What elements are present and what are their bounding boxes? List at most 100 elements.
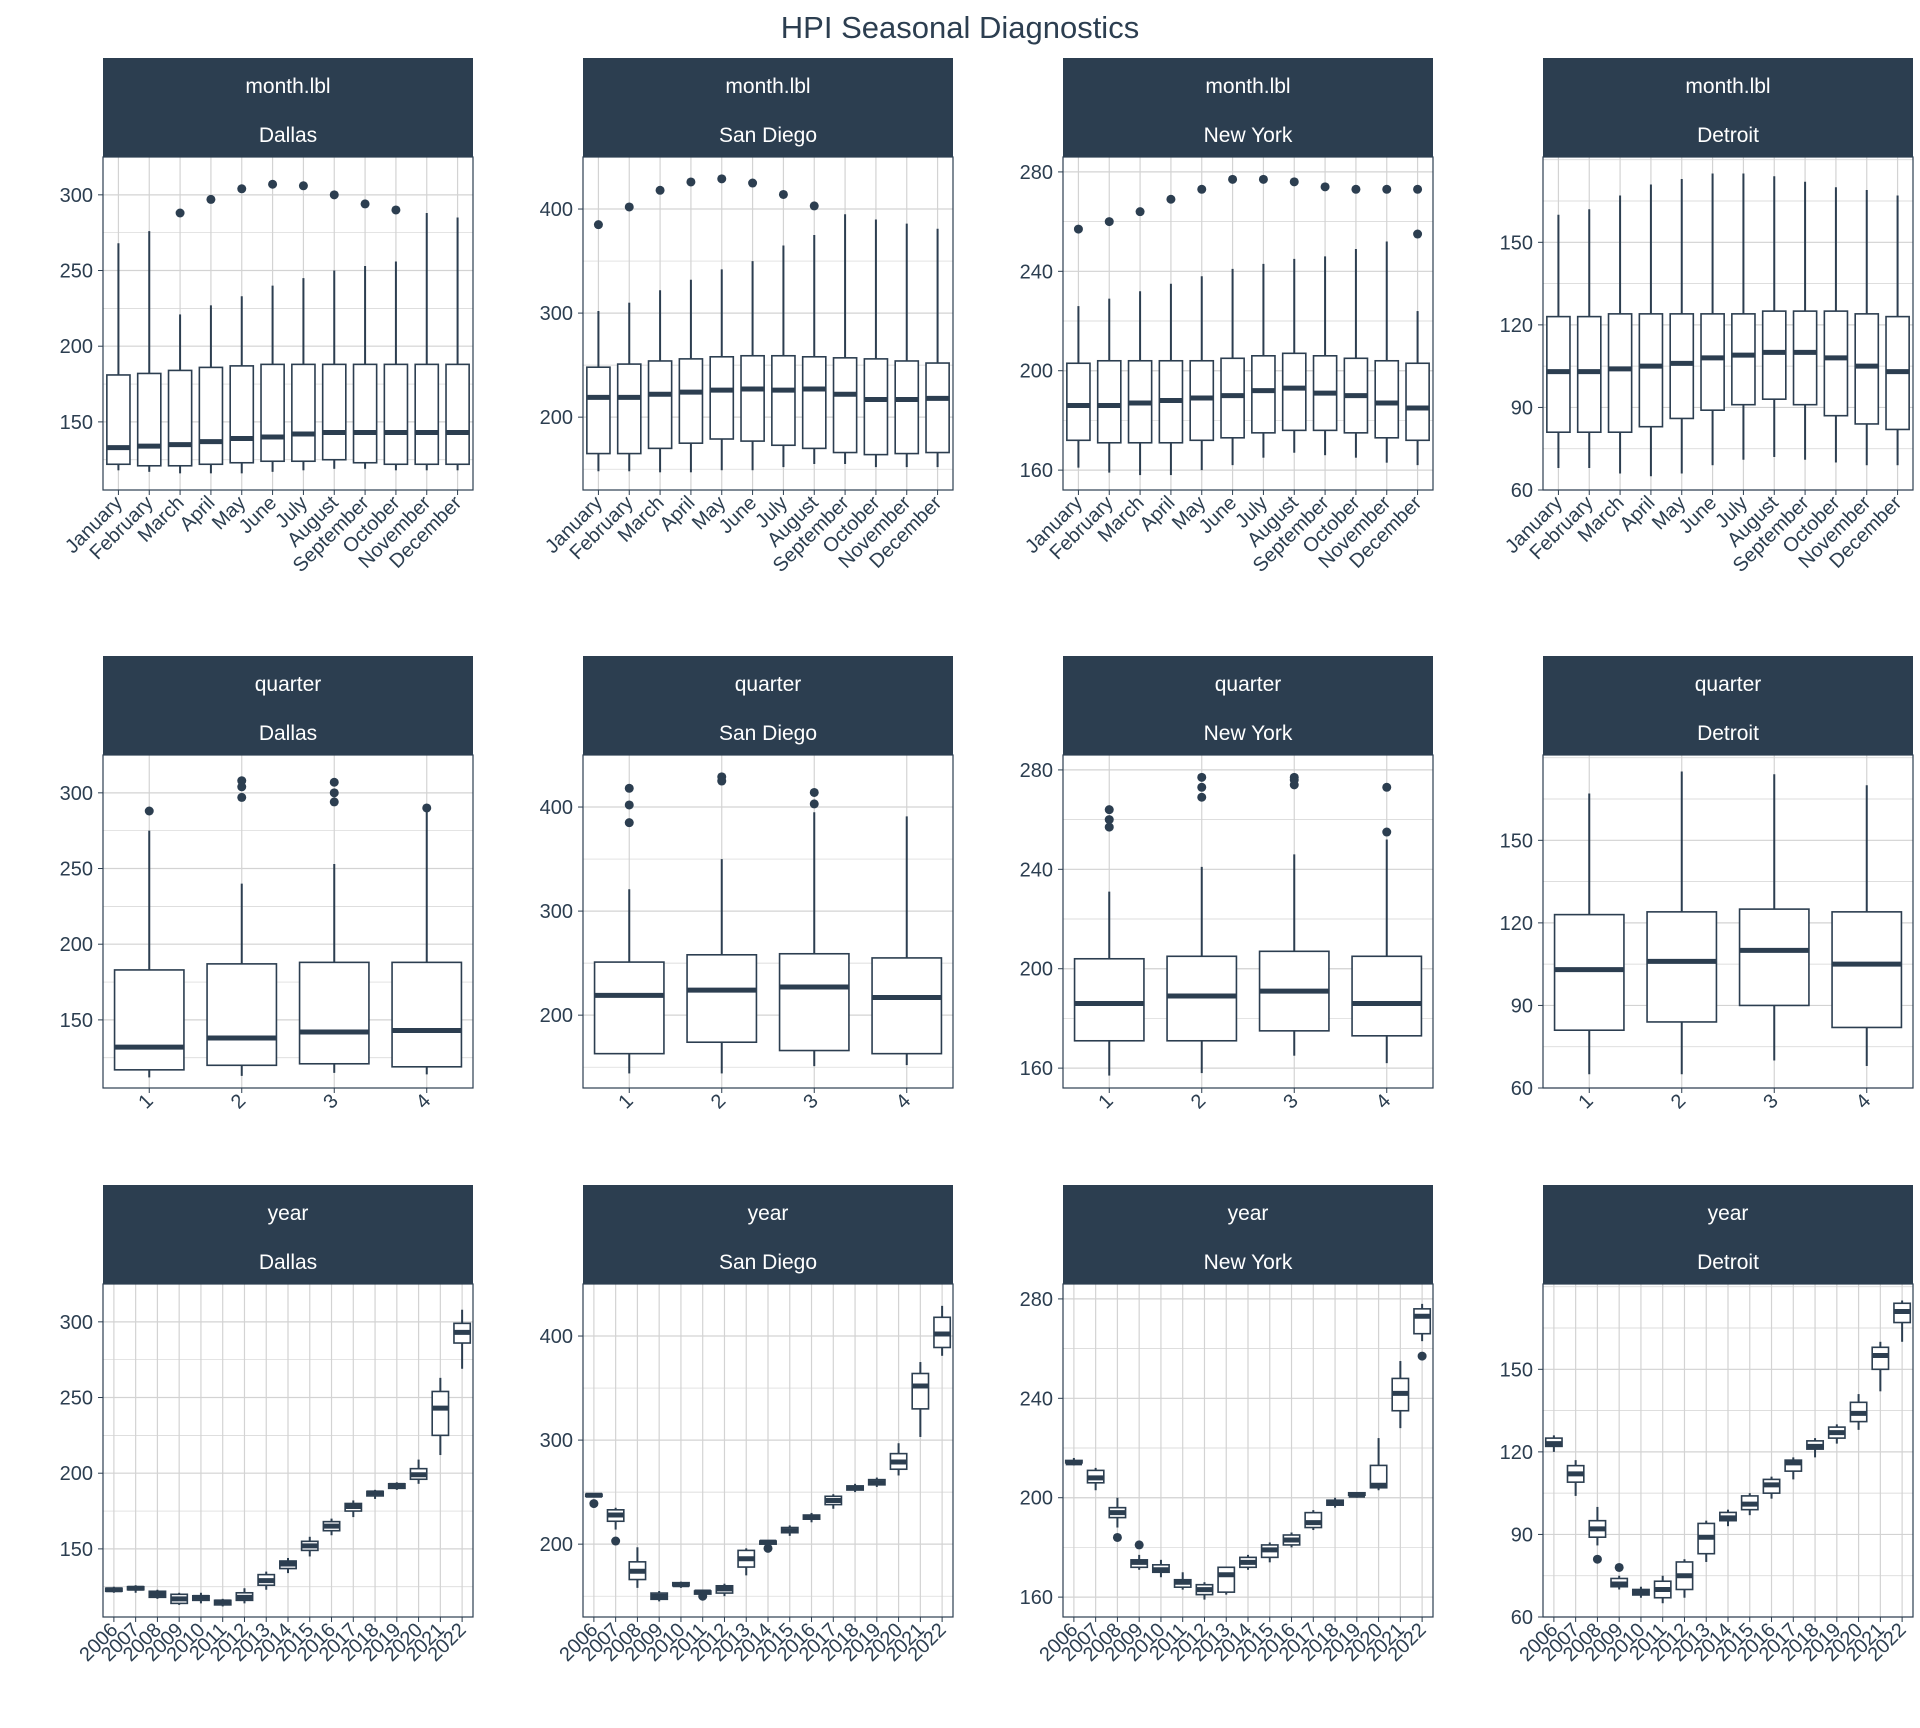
box-2015 [300,1536,319,1557]
box-June [260,179,285,472]
outlier-point [1413,229,1423,239]
outlier-point [624,783,634,793]
box-iqr [1871,1346,1890,1371]
outlier-point [717,772,727,782]
panel-border [1062,754,1434,1089]
facet-panel: month.lblDetroit6090120150JanuaryFebruar… [1500,58,1914,577]
box-iqr [894,360,920,455]
panel-border [1062,156,1434,491]
y-tick-label: 400 [540,797,573,819]
box-March [167,208,193,474]
box-July [1731,173,1756,460]
box-January [106,243,131,471]
outlier-point [1104,805,1114,815]
outlier-point [1104,822,1114,832]
box-2009 [1610,1562,1629,1590]
box-2020 [1849,1394,1868,1430]
outlier-point [1289,772,1299,782]
y-tick-label: 90 [1511,397,1533,419]
outlier-point [1614,1562,1624,1572]
box-iqr [1251,355,1276,434]
y-tick-label: 200 [540,1005,573,1027]
box-iqr [740,354,765,442]
facet-strip [1543,58,1913,157]
facet-strip-variable: month.lbl [725,75,810,98]
panel-border [102,754,474,1089]
outlier-point [422,803,432,813]
panel-border [1542,156,1914,491]
facet-panel: yearDetroit60901201502006200720082009201… [1500,1185,1914,1666]
box-July [771,189,796,468]
facet-strip-variable: year [1708,1202,1749,1225]
box-November [894,223,920,468]
y-tick-label: 200 [540,407,573,429]
facet-strip-variable: year [268,1202,309,1225]
box-2020 [1369,1438,1388,1491]
y-tick-label: 200 [60,1463,93,1485]
box-2022 [453,1309,472,1369]
box-2015 [780,1525,799,1536]
box-iqr [1854,313,1880,425]
box-iqr [1576,315,1602,434]
facet-strip-variable: year [748,1202,789,1225]
x-tick-label: 3 [1279,1090,1302,1113]
y-tick-label: 300 [60,783,93,805]
box-2017 [1304,1510,1323,1531]
facet-strip [103,1185,473,1284]
box-2007 [126,1585,145,1593]
y-tick-label: 150 [1500,232,1533,254]
facet-strip-variable: month.lbl [245,75,330,98]
box-April [1638,184,1664,477]
box-September [352,199,378,469]
outlier-point [1112,1532,1122,1542]
facet-strip [1063,656,1433,755]
box-iqr [298,961,370,1065]
box-2012 [235,1588,254,1604]
outlier-point [329,190,339,200]
box-October [383,205,409,471]
outlier-point [809,201,819,211]
outlier-point [1197,792,1207,802]
outlier-point [1382,184,1392,194]
outlier-point [624,202,634,212]
box-1 [593,783,665,1074]
box-iqr [321,363,347,461]
box-2011 [213,1598,232,1607]
box-iqr [1546,315,1571,434]
box-iqr [801,355,827,450]
box-2009 [1130,1540,1149,1570]
outlier-point [1135,207,1145,217]
box-2009 [170,1592,189,1605]
box-August [1761,176,1787,457]
box-2008 [1588,1506,1607,1564]
box-May [1189,184,1215,471]
outlier-point [360,199,370,209]
box-2021 [431,1377,450,1456]
outlier-point [1417,1351,1427,1361]
box-2008 [148,1589,167,1599]
box-iqr [778,952,850,1052]
box-4 [1831,785,1903,1066]
box-2022 [933,1305,952,1356]
box-2006 [1544,1435,1563,1452]
y-tick-label: 400 [540,1326,573,1348]
box-October [1343,184,1369,458]
box-3 [778,787,850,1067]
box-2018 [846,1483,865,1493]
y-tick-label: 60 [1511,1078,1533,1100]
y-tick-label: 150 [1500,1359,1533,1381]
box-iqr [1638,313,1664,428]
outlier-point [1197,782,1207,792]
y-tick-label: 240 [1020,859,1053,881]
y-tick-label: 280 [1020,760,1053,782]
y-tick-label: 200 [60,934,93,956]
box-June [740,178,765,471]
y-tick-label: 280 [1020,1289,1053,1311]
y-tick-label: 250 [60,859,93,881]
box-July [291,181,316,471]
y-tick-label: 200 [1020,959,1053,981]
outlier-point [686,177,696,187]
box-January [1546,214,1571,468]
box-2017 [1784,1457,1803,1480]
